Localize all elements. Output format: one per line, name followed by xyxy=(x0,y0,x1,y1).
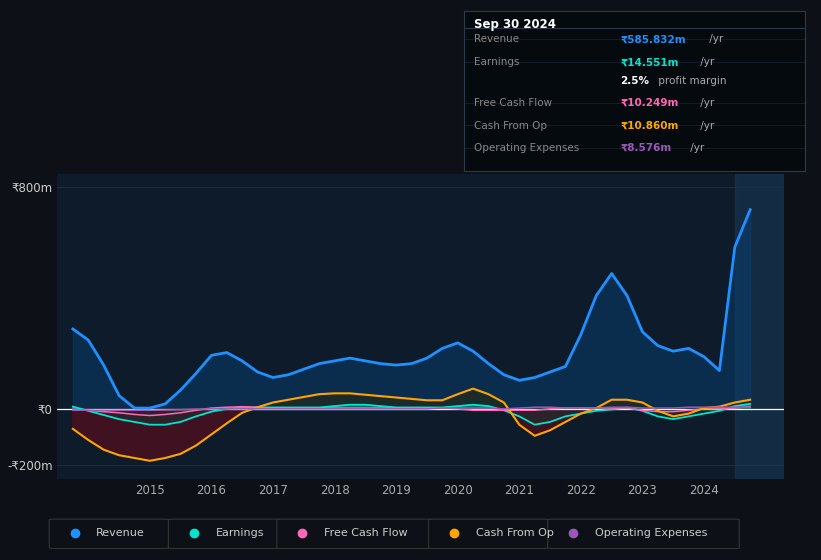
Text: Operating Expenses: Operating Expenses xyxy=(474,143,580,153)
FancyBboxPatch shape xyxy=(429,519,548,549)
Text: Earnings: Earnings xyxy=(215,529,264,538)
Text: Cash From Op: Cash From Op xyxy=(475,529,553,538)
Text: Revenue: Revenue xyxy=(474,34,519,44)
Text: Cash From Op: Cash From Op xyxy=(474,120,547,130)
Text: Earnings: Earnings xyxy=(474,58,520,68)
Text: 2.5%: 2.5% xyxy=(621,76,649,86)
Text: Operating Expenses: Operating Expenses xyxy=(594,529,707,538)
Text: profit margin: profit margin xyxy=(654,76,726,86)
Text: /yr: /yr xyxy=(697,58,714,68)
Text: /yr: /yr xyxy=(697,98,714,108)
FancyBboxPatch shape xyxy=(548,519,739,549)
FancyBboxPatch shape xyxy=(168,519,281,549)
Text: /yr: /yr xyxy=(706,34,723,44)
Text: ₹585.832m: ₹585.832m xyxy=(621,34,686,44)
Text: /yr: /yr xyxy=(687,143,704,153)
Text: ₹10.860m: ₹10.860m xyxy=(621,120,679,130)
Text: Free Cash Flow: Free Cash Flow xyxy=(323,529,407,538)
Text: /yr: /yr xyxy=(697,120,714,130)
Text: ₹8.576m: ₹8.576m xyxy=(621,143,672,153)
Text: Revenue: Revenue xyxy=(96,529,145,538)
Text: ₹10.249m: ₹10.249m xyxy=(621,98,679,108)
FancyBboxPatch shape xyxy=(49,519,168,549)
Text: Free Cash Flow: Free Cash Flow xyxy=(474,98,553,108)
FancyBboxPatch shape xyxy=(277,519,432,549)
Text: ₹14.551m: ₹14.551m xyxy=(621,58,679,68)
Bar xyxy=(735,174,784,479)
Text: Sep 30 2024: Sep 30 2024 xyxy=(474,18,556,31)
